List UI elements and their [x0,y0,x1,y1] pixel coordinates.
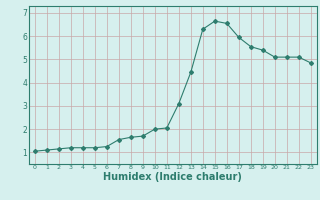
X-axis label: Humidex (Indice chaleur): Humidex (Indice chaleur) [103,172,242,182]
